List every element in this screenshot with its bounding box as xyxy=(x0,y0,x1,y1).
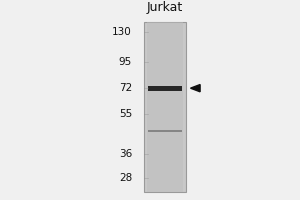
Text: 72: 72 xyxy=(119,83,132,93)
Text: Jurkat: Jurkat xyxy=(147,1,183,14)
Polygon shape xyxy=(190,85,200,92)
Text: 95: 95 xyxy=(119,57,132,67)
Text: 36: 36 xyxy=(119,149,132,159)
Text: 130: 130 xyxy=(112,27,132,37)
Bar xyxy=(148,86,182,91)
Bar xyxy=(148,130,182,132)
Text: 28: 28 xyxy=(119,173,132,183)
Bar xyxy=(144,22,186,192)
Text: 55: 55 xyxy=(119,109,132,119)
Bar xyxy=(147,22,183,192)
